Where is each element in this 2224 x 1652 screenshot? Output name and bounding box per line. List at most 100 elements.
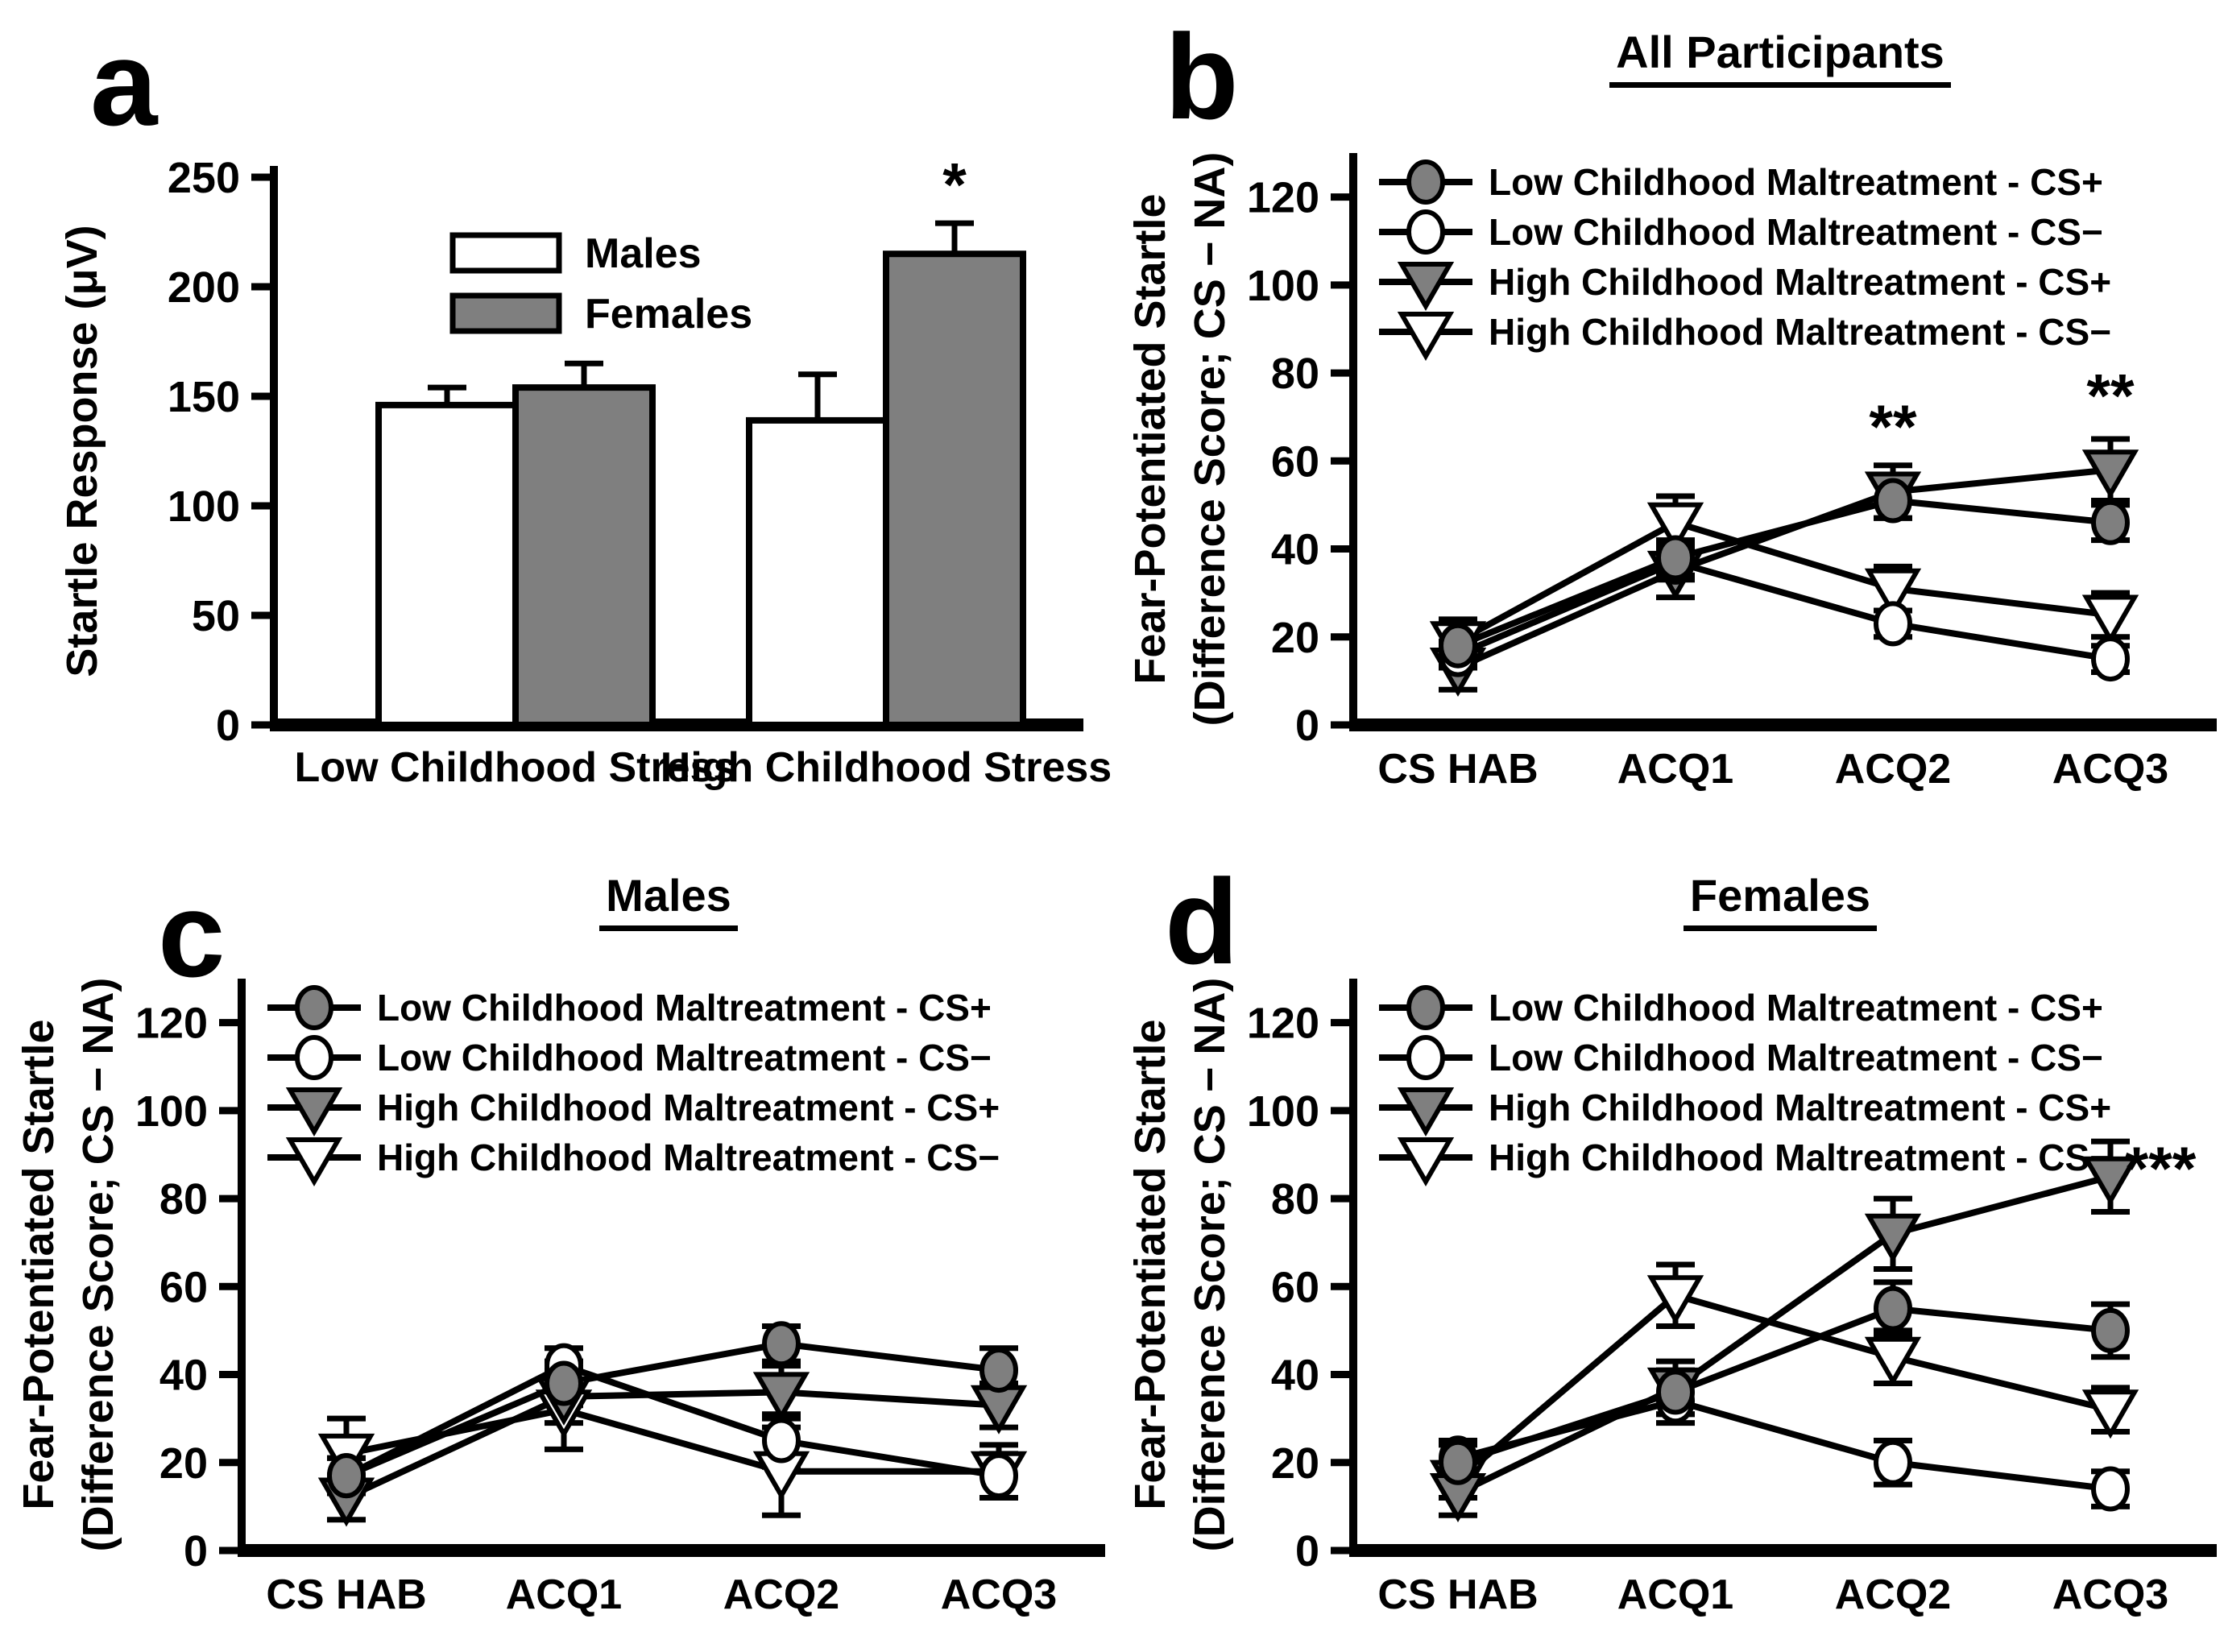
y-axis-title-line1: Fear-Potentiated Startle [1126, 193, 1174, 684]
panel-b: 0 20 40 60 80 100 120 CS HAB ACQ1 ACQ2 ACQ3 Fear-Po… [1112, 0, 2224, 826]
significance-annotation: * [942, 151, 967, 219]
series-line [1456, 1305, 2111, 1466]
y-tick-label: 120 [135, 1000, 208, 1048]
bar [883, 250, 1026, 728]
data-point-marker [1864, 1213, 1922, 1263]
panel-d-title-text: Females [1683, 870, 1878, 931]
panel-d-letter: d [1165, 854, 1239, 989]
series-line [345, 1389, 1000, 1501]
x-category-label: ACQ3 [2052, 1571, 2168, 1618]
panel-d-chart: 0 20 40 60 80 100 120 CS HAB ACQ1 ACQ2 ACQ3 Fear-Po… [1126, 978, 2217, 1618]
y-tick-label: 60 [1271, 1263, 1319, 1311]
legend-label: High Childhood Maltreatment - CS− [377, 1137, 1000, 1178]
y-tick-label: 0 [1295, 1527, 1319, 1575]
data-point-marker [295, 1035, 333, 1080]
y-tick-label: 100 [1247, 1087, 1319, 1136]
data-point-marker [295, 985, 333, 1030]
data-point-marker [285, 1087, 343, 1137]
y-tick-label: 40 [1271, 1352, 1319, 1400]
y-tick-label: 20 [159, 1439, 208, 1488]
series-line [345, 1362, 1000, 1480]
y-tick-label: 50 [192, 592, 240, 640]
series-line [1456, 1173, 2112, 1497]
series-line [1456, 1291, 2111, 1483]
panel-c: 0 20 40 60 80 100 120 CS HAB ACQ1 ACQ2 ACQ3 Fear-Po… [0, 826, 1112, 1652]
y-tick-label: 120 [1247, 174, 1319, 222]
legend-label: Low Childhood Maltreatment - CS− [377, 1037, 992, 1079]
significance-annotation: ** [1869, 393, 1917, 462]
data-point-marker [762, 1321, 801, 1367]
panel-c-letter: c [158, 867, 226, 1002]
data-point-marker [2081, 594, 2139, 644]
data-point-marker [1439, 1439, 1477, 1485]
data-point-marker [1874, 478, 1912, 524]
y-tick-label: 20 [1271, 614, 1319, 662]
x-category-label: ACQ3 [941, 1571, 1057, 1618]
data-point-marker [1874, 601, 1912, 647]
panel-a-chart: 0 50 100 150 200 250 Startle Response (μV) Low … [58, 151, 1112, 791]
data-point-marker [1864, 568, 1922, 618]
series-line [1456, 497, 2111, 649]
legend-label: Low Childhood Maltreatment - CS− [1489, 1037, 2103, 1079]
x-category-label: ACQ1 [506, 1571, 622, 1618]
x-category-label: CS HAB [266, 1571, 426, 1618]
y-tick-label: 150 [168, 373, 240, 421]
y-tick-label: 100 [168, 482, 240, 531]
legend-label: Low Childhood Maltreatment - CS− [1489, 211, 2103, 253]
y-tick-label: 100 [1247, 262, 1319, 310]
data-point-marker [1864, 1336, 1922, 1386]
x-category-label: ACQ2 [1835, 746, 1951, 793]
y-tick-label: 60 [1271, 437, 1319, 486]
data-point-marker [2091, 1466, 2130, 1512]
data-point-marker [1406, 1035, 1445, 1080]
panel-b-title: All Participants [1353, 27, 2207, 88]
y-tick-label: 60 [159, 1263, 208, 1311]
data-point-marker [327, 1453, 366, 1499]
y-tick-label: 80 [1271, 1175, 1319, 1223]
bar [746, 416, 889, 728]
x-category-label: ACQ1 [1617, 746, 1733, 793]
data-point-marker [2081, 1156, 2139, 1206]
y-tick-label: 100 [135, 1087, 208, 1136]
data-point-marker [1397, 312, 1455, 362]
panel-c-chart: 0 20 40 60 80 100 120 CS HAB ACQ1 ACQ2 ACQ3 Fear-Po… [14, 978, 1105, 1618]
significance-annotation: *** [2125, 1135, 2197, 1203]
y-axis-title-line1: Fear-Potentiated Startle [1126, 1019, 1174, 1509]
data-point-marker [979, 1348, 1018, 1393]
legend-label: Low Childhood Maltreatment - CS+ [1489, 161, 2103, 203]
series-line [1456, 558, 2111, 663]
series-line [1456, 519, 2111, 644]
legend-label: High Childhood Maltreatment - CS+ [377, 1087, 1000, 1128]
panel-c-title-text: Males [599, 870, 738, 931]
data-point-marker [1656, 535, 1695, 581]
data-point-marker [1397, 262, 1455, 312]
panel-a: 0 50 100 150 200 250 Startle Response (μV) Low … [0, 0, 1112, 826]
y-tick-label: 0 [216, 702, 240, 750]
data-point-marker [1397, 1137, 1455, 1187]
data-point-marker [1397, 1087, 1455, 1137]
data-point-marker [2081, 449, 2139, 499]
y-tick-label: 20 [1271, 1439, 1319, 1488]
y-axis-title-line2: (Difference Score; CS − NA) [74, 978, 122, 1552]
x-category-label: CS HAB [1377, 746, 1538, 793]
panel-b-letter: b [1165, 9, 1239, 144]
data-point-marker [2091, 499, 2130, 545]
data-point-marker [1439, 623, 1477, 669]
data-point-marker [1646, 502, 1704, 552]
x-category-label: ACQ1 [1617, 1571, 1733, 1618]
y-tick-label: 0 [184, 1527, 208, 1575]
y-tick-label: 40 [159, 1352, 208, 1400]
significance-annotation: ** [2086, 362, 2135, 431]
data-point-marker [1406, 985, 1445, 1030]
y-tick-label: 80 [1271, 350, 1319, 398]
data-point-marker [1646, 1275, 1704, 1325]
data-point-marker [545, 1360, 583, 1406]
legend-swatch [449, 292, 562, 334]
data-point-marker [762, 1418, 801, 1464]
legend-label: High Childhood Maltreatment - CS− [1489, 1137, 2111, 1178]
x-category-label: Low Childhood Stress [295, 744, 737, 791]
legend-swatch [449, 232, 562, 274]
data-point-marker [1656, 1369, 1695, 1415]
data-point-marker [1874, 1439, 1912, 1485]
y-tick-label: 200 [168, 263, 240, 312]
